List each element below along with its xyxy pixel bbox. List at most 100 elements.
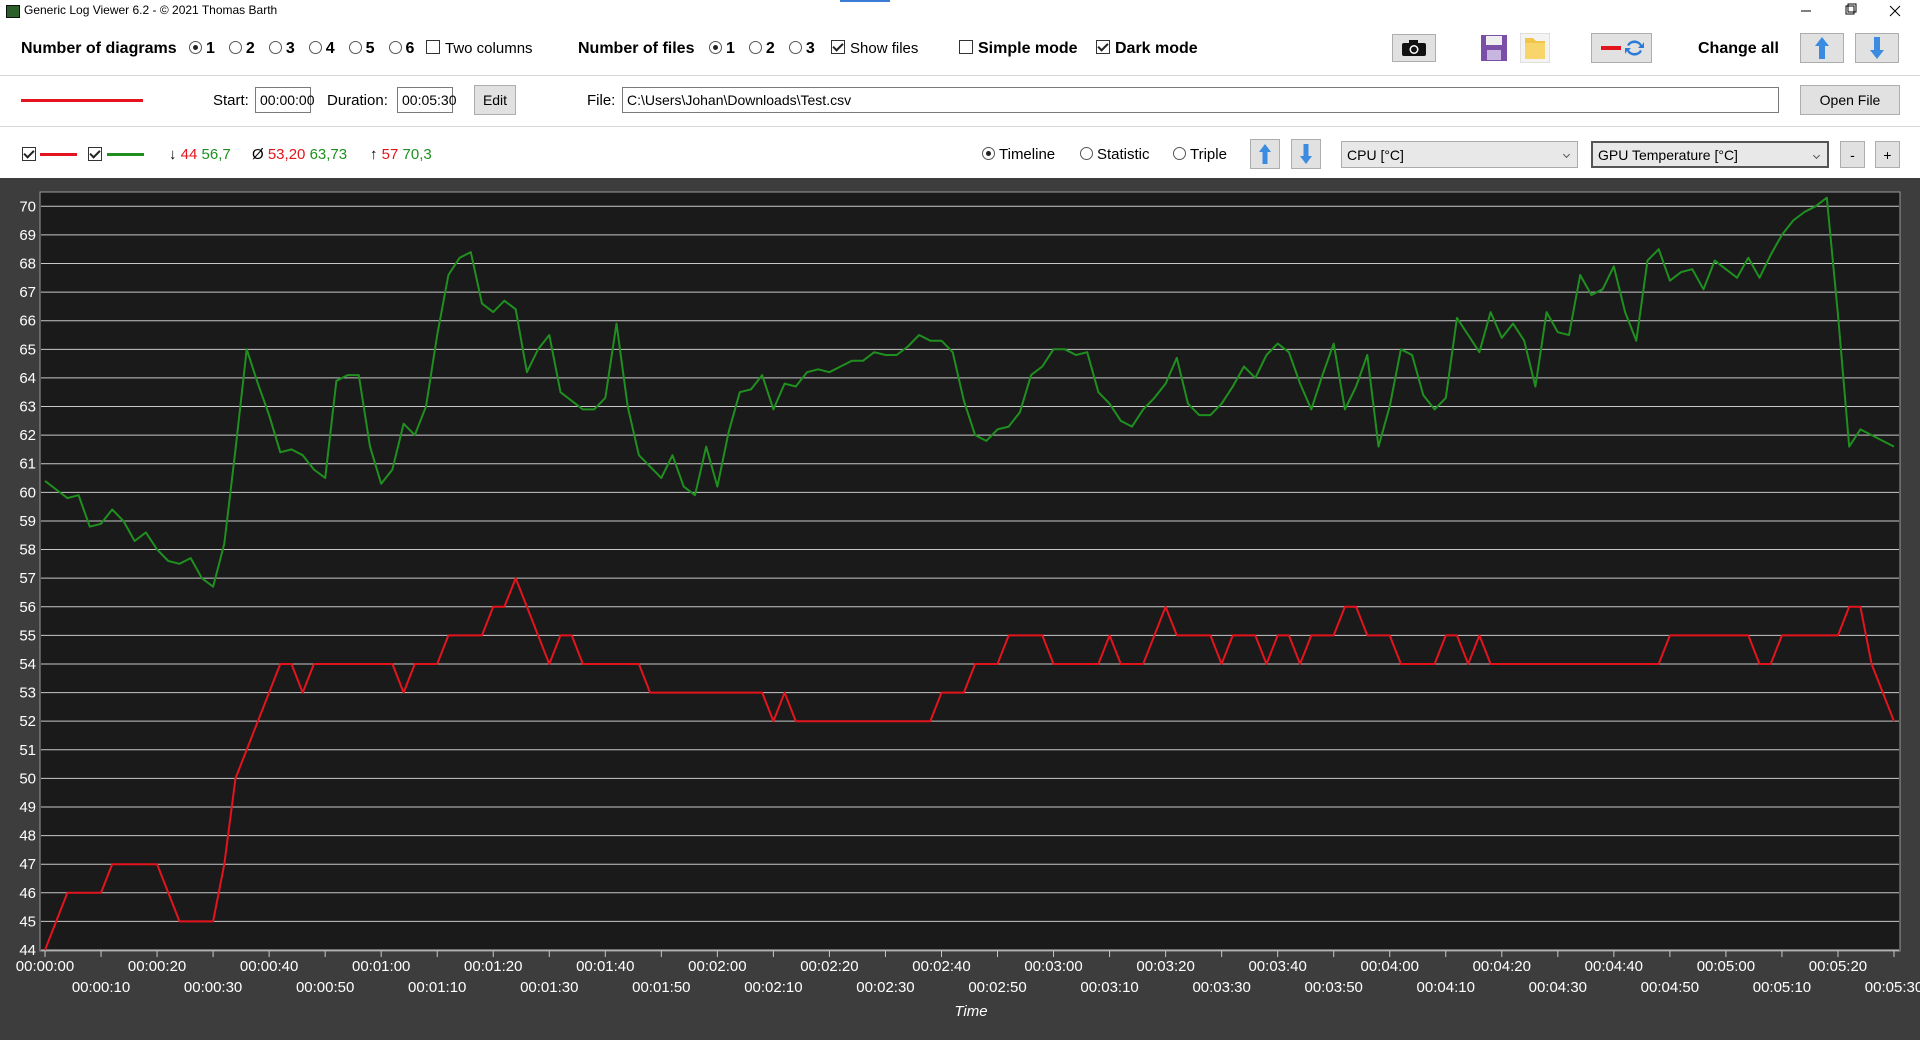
- swap-icon: [1600, 40, 1644, 56]
- screenshot-button[interactable]: [1392, 34, 1436, 62]
- radio-label: 2: [765, 40, 775, 57]
- mode-label: Triple: [1190, 146, 1227, 163]
- simple-mode-checkbox[interactable]: Simple mode: [959, 40, 1078, 58]
- radio: [748, 41, 762, 54]
- file-path-input[interactable]: C:\Users\Johan\Downloads\Test.csv: [622, 87, 1779, 113]
- radio-option[interactable]: 1: [709, 40, 735, 57]
- radio-label: 6: [405, 40, 415, 57]
- radio-option[interactable]: 2: [748, 40, 775, 57]
- file-options[interactable]: 1 2 3: [709, 40, 829, 58]
- y-tick-label: 49: [19, 799, 36, 816]
- radio-option[interactable]: 1: [189, 40, 215, 57]
- separator: [0, 75, 1920, 76]
- move-down-button[interactable]: [1855, 33, 1899, 63]
- series-up-button[interactable]: [1250, 139, 1280, 169]
- duration-input[interactable]: 00:05:30: [397, 87, 457, 113]
- two-columns-checkbox[interactable]: Two columns: [426, 40, 533, 57]
- file-label: File:: [587, 92, 616, 109]
- x-tick-label: 00:04:30: [1529, 979, 1587, 996]
- mode-timeline[interactable]: Timeline: [982, 146, 1055, 163]
- x-tick-label: 00:04:10: [1417, 979, 1475, 996]
- series-1-select[interactable]: CPU [°C]: [1341, 141, 1578, 168]
- radio-option[interactable]: 6: [388, 40, 415, 57]
- series-line: [44, 196, 1895, 588]
- window-controls[interactable]: [1780, 0, 1920, 22]
- avg-gpu: 63,73: [309, 146, 348, 163]
- chart: 44 45 46 47 48 49 50 51 52 53 54 55 56 57 58 59 60 61 62 63…: [16, 191, 1920, 1020]
- x-tick-label: 00:02:50: [968, 979, 1026, 996]
- y-tick-label: 59: [19, 513, 36, 530]
- x-tick-label: 00:05:20: [1809, 958, 1867, 975]
- x-axis-label: Time: [954, 1003, 987, 1020]
- x-tick-label: 00:01:30: [520, 979, 578, 996]
- radio: [709, 41, 722, 54]
- radio: [228, 41, 242, 54]
- radio: [268, 41, 282, 54]
- add-series-button[interactable]: +: [1875, 141, 1900, 168]
- save-icon[interactable]: [1480, 34, 1508, 62]
- min-stats: ↓ 44 56,7: [169, 146, 231, 163]
- radio: [308, 41, 322, 54]
- x-tick-label: 00:04:40: [1585, 958, 1643, 975]
- y-tick-label: 46: [19, 885, 36, 902]
- open-file-button[interactable]: Open File: [1800, 85, 1900, 115]
- mode-label: Statistic: [1097, 146, 1150, 163]
- y-tick-label: 57: [19, 570, 36, 587]
- show-files-checkbox[interactable]: Show files: [831, 40, 918, 57]
- show-files-label: Show files: [850, 40, 919, 57]
- x-tick-label: 00:04:50: [1641, 979, 1699, 996]
- radio-label: 2: [245, 40, 255, 57]
- line-style-sample[interactable]: [21, 99, 143, 102]
- radio: [348, 41, 362, 54]
- y-tick-label: 62: [19, 427, 36, 444]
- mode-statistic[interactable]: Statistic: [1080, 146, 1150, 163]
- series-2-toggle[interactable]: [88, 147, 107, 165]
- radio-option[interactable]: 3: [268, 40, 295, 57]
- edit-button[interactable]: Edit: [474, 85, 516, 115]
- diagram-options[interactable]: 1 2 3 4 5 6: [189, 40, 428, 58]
- swap-button[interactable]: [1591, 33, 1652, 63]
- series-line: [44, 577, 1895, 951]
- y-tick-label: 61: [19, 456, 36, 473]
- x-tick-label: 00:02:10: [744, 979, 802, 996]
- y-tick-label: 63: [19, 399, 36, 416]
- mode-triple[interactable]: Triple: [1173, 146, 1227, 163]
- x-tick-label: 00:01:10: [408, 979, 466, 996]
- radio-label: 1: [726, 40, 735, 57]
- series-2-select[interactable]: GPU Temperature [°C]: [1591, 141, 1829, 168]
- radio: [388, 41, 402, 54]
- x-tick-label: 00:02:40: [912, 958, 970, 975]
- dark-mode-checkbox[interactable]: Dark mode: [1096, 40, 1198, 58]
- folder-icon[interactable]: [1520, 33, 1550, 63]
- avg-stats: Ø 53,20 63,73: [252, 146, 347, 163]
- dark-mode-label: Dark mode: [1115, 40, 1198, 57]
- radio-option[interactable]: 4: [308, 40, 335, 57]
- x-tick-label: 00:01:00: [352, 958, 410, 975]
- x-tick-label: 00:04:20: [1473, 958, 1531, 975]
- x-tick-label: 00:01:40: [576, 958, 634, 975]
- radio-label: 5: [365, 40, 375, 57]
- x-tick-label: 00:00:10: [72, 979, 130, 996]
- arrow-down-icon: [1870, 37, 1884, 59]
- x-tick-label: 00:03:10: [1080, 979, 1138, 996]
- min-symbol: ↓: [169, 146, 177, 163]
- move-up-button[interactable]: [1800, 33, 1844, 63]
- radio: [788, 41, 802, 54]
- start-input[interactable]: 00:00:00: [255, 87, 315, 113]
- radio-option[interactable]: 5: [348, 40, 375, 57]
- x-tick-label: 00:01:50: [632, 979, 690, 996]
- radio-option[interactable]: 3: [788, 40, 815, 57]
- x-tick-label: 00:03:30: [1192, 979, 1250, 996]
- y-tick-label: 56: [19, 599, 36, 616]
- y-tick-label: 48: [19, 828, 36, 845]
- y-tick-label: 45: [19, 913, 36, 930]
- x-tick-label: 00:03:20: [1136, 958, 1194, 975]
- files-label: Number of files: [578, 40, 695, 57]
- remove-series-button[interactable]: -: [1840, 141, 1865, 168]
- radio-option[interactable]: 2: [228, 40, 255, 57]
- max-cpu: 57: [381, 146, 399, 163]
- series-down-button[interactable]: [1291, 139, 1321, 169]
- y-tick-label: 51: [19, 742, 36, 759]
- x-tick-label: 00:00:30: [184, 979, 242, 996]
- series-1-toggle[interactable]: [22, 147, 41, 165]
